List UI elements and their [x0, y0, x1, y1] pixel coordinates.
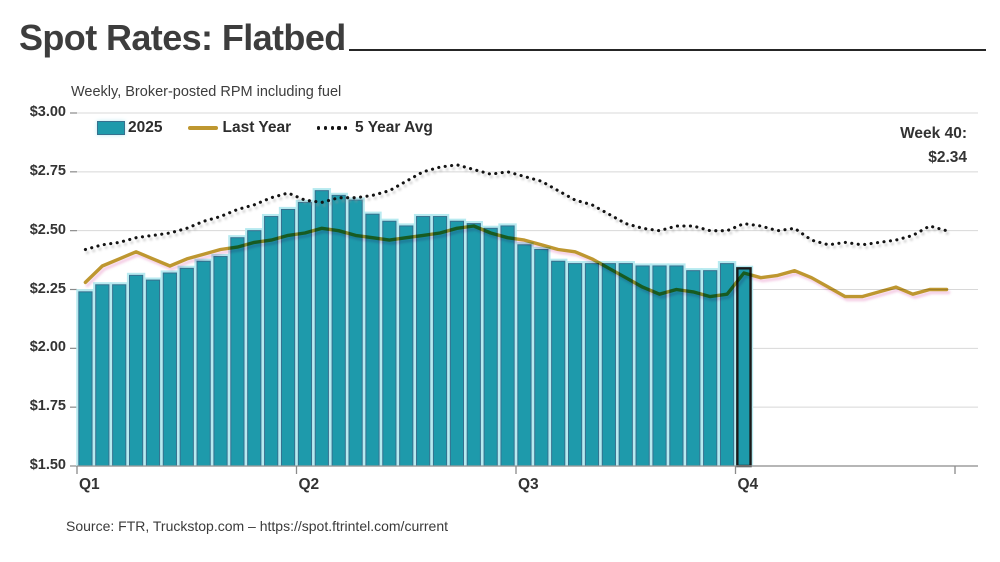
source-note: Source: FTR, Truckstop.com – https://spo…	[66, 518, 449, 534]
page-title: Spot Rates: Flatbed	[19, 17, 346, 58]
bar	[314, 190, 329, 467]
y-tick-label: $1.50	[29, 457, 66, 473]
legend-item-last-year: Last Year	[188, 119, 291, 137]
bar	[567, 263, 583, 467]
bar	[179, 267, 194, 467]
bar	[128, 274, 144, 467]
annotation-week-label: Week 40:	[900, 125, 967, 142]
bar	[449, 220, 465, 467]
legend-label-last-year: Last Year	[222, 119, 292, 136]
bar	[382, 220, 397, 467]
bar	[601, 263, 616, 467]
bar	[517, 244, 532, 467]
y-tick-label: $2.25	[29, 280, 66, 297]
bar	[551, 260, 566, 467]
y-tick-label: $2.75	[29, 162, 66, 179]
x-axis-label-q3: Q3	[518, 476, 539, 493]
bar	[213, 256, 228, 467]
bar-week-40-highlight	[736, 267, 752, 468]
bar	[230, 237, 245, 467]
annotation-value: $2.34	[928, 149, 967, 167]
bar	[112, 284, 127, 467]
last-year-line	[83, 224, 949, 299]
bar	[416, 216, 431, 467]
bar	[500, 225, 515, 467]
y-tick-label: $1.75	[29, 398, 66, 415]
bar	[483, 227, 498, 467]
bar	[264, 216, 279, 467]
y-tick-label: $2.00	[29, 339, 66, 356]
bar	[145, 279, 161, 467]
chart-subtitle: Weekly, Broker-posted RPM including fuel	[71, 84, 342, 100]
bar	[78, 291, 93, 467]
bar	[280, 208, 296, 467]
legend-item-2025: 2025	[97, 119, 162, 137]
bar	[331, 194, 346, 467]
bar	[703, 270, 718, 467]
x-axis-label-q4: Q4	[737, 476, 759, 493]
dotted-swatch-icon	[317, 126, 351, 130]
bar	[652, 265, 667, 467]
bar	[686, 270, 701, 467]
line-swatch-icon	[188, 126, 219, 130]
bar	[534, 248, 549, 467]
title-row: Spot Rates: Flatbed	[19, 18, 986, 58]
bar	[365, 213, 380, 467]
chart-legend: 2025 Last Year 5 Year Avg	[97, 119, 433, 137]
bar	[399, 225, 414, 467]
bar-swatch-icon	[97, 121, 125, 135]
x-axis-label-q2: Q2	[298, 476, 320, 493]
bar	[95, 284, 110, 467]
bar	[247, 230, 262, 467]
bar	[618, 263, 633, 467]
title-underline	[348, 48, 986, 51]
legend-label-2025: 2025	[128, 119, 163, 136]
bar	[348, 199, 363, 467]
bar	[196, 260, 211, 467]
bar	[466, 223, 481, 467]
x-axis-label-q1: Q1	[79, 476, 100, 493]
week-annotation: Week 40: $2.34	[900, 122, 967, 170]
y-tick-label: $2.50	[29, 221, 66, 238]
bar	[635, 265, 650, 467]
y-tick-label: $3.00	[29, 104, 66, 120]
bar	[584, 263, 600, 467]
bar	[297, 201, 313, 467]
legend-item-5-year-avg: 5 Year Avg	[317, 119, 433, 137]
bar	[432, 216, 448, 467]
bar	[162, 272, 177, 467]
five-year-avg-line	[83, 163, 949, 252]
legend-label-5-year-avg: 5 Year Avg	[355, 119, 433, 136]
bar	[669, 265, 684, 467]
